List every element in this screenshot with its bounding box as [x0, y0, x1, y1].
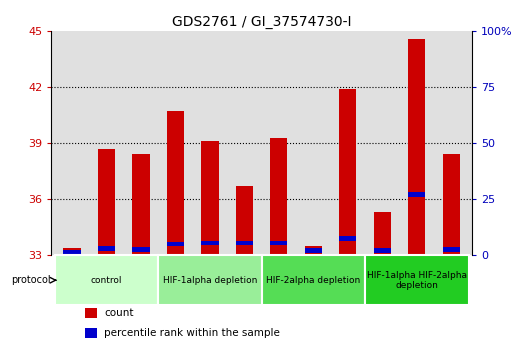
Bar: [408, 39, 425, 255]
Bar: [55, 255, 158, 305]
Text: percentile rank within the sample: percentile rank within the sample: [104, 328, 280, 338]
Bar: [236, 240, 253, 245]
Bar: [64, 249, 81, 254]
Bar: [270, 138, 287, 255]
Bar: [365, 255, 468, 305]
Bar: [98, 149, 115, 255]
Bar: [339, 89, 357, 255]
Bar: [98, 246, 115, 251]
Bar: [373, 248, 391, 253]
Text: HIF-1alpha depletion: HIF-1alpha depletion: [163, 276, 257, 285]
Bar: [270, 240, 287, 245]
Bar: [373, 212, 391, 255]
Bar: [443, 247, 460, 252]
Text: control: control: [91, 276, 122, 285]
Bar: [262, 255, 365, 305]
Bar: [158, 255, 262, 305]
Bar: [85, 328, 97, 338]
Bar: [167, 111, 184, 255]
Bar: [132, 247, 150, 252]
Bar: [201, 141, 219, 255]
Title: GDS2761 / GI_37574730-I: GDS2761 / GI_37574730-I: [172, 14, 351, 29]
Bar: [408, 193, 425, 197]
Bar: [201, 240, 219, 245]
Bar: [85, 308, 97, 318]
Bar: [339, 236, 357, 241]
Text: count: count: [104, 308, 133, 318]
Bar: [167, 242, 184, 246]
Bar: [305, 246, 322, 255]
Bar: [132, 155, 150, 255]
Bar: [236, 186, 253, 255]
Bar: [64, 248, 81, 255]
Bar: [305, 248, 322, 253]
Text: protocol: protocol: [11, 275, 50, 285]
Text: HIF-1alpha HIF-2alpha
depletion: HIF-1alpha HIF-2alpha depletion: [367, 270, 467, 290]
Bar: [443, 155, 460, 255]
Text: HIF-2alpha depletion: HIF-2alpha depletion: [266, 276, 361, 285]
